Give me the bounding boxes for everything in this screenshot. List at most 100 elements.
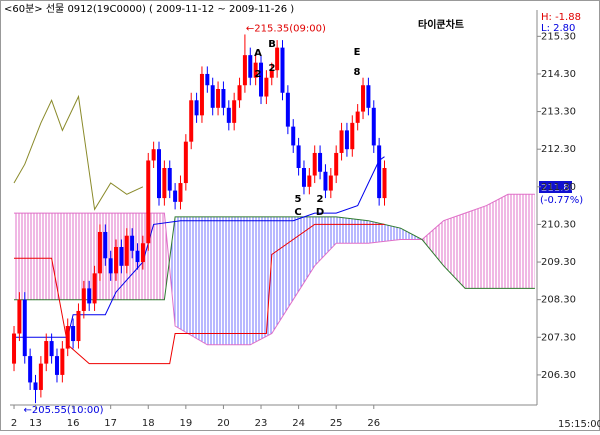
chart-title: <60분> 선물 0912(19C0000) ( 2009-11-12 ~ 20… — [4, 3, 294, 15]
span-b — [14, 216, 535, 301]
x-tick-label: 26 — [367, 418, 380, 429]
candle-body — [140, 243, 145, 263]
candle-body — [344, 130, 349, 150]
cloud — [486, 194, 509, 289]
candle-body — [291, 126, 296, 146]
candle-body — [350, 122, 355, 150]
candle-body — [275, 47, 280, 71]
y-tick-label: 210.30 — [541, 219, 576, 230]
candle-body — [173, 190, 178, 202]
y-tick-label: 214.30 — [541, 69, 576, 80]
cloud — [465, 205, 487, 289]
annotation: 2 — [269, 63, 276, 74]
max-label: ←215.35(09:00) — [246, 23, 326, 34]
candle-body — [269, 70, 274, 78]
cloud — [169, 216, 176, 326]
x-tick-label: 19 — [179, 418, 192, 429]
candle-body — [312, 152, 317, 176]
cloud — [443, 213, 466, 289]
candle-body — [33, 382, 38, 390]
time-label: 15:15:00 — [558, 419, 600, 430]
candle-body — [135, 250, 140, 263]
candle-body — [318, 152, 323, 172]
candle-body — [162, 168, 167, 199]
candle-body — [301, 168, 306, 187]
annotation: 2 — [317, 194, 324, 205]
candle-body — [49, 341, 54, 357]
y-tick-label: 208.30 — [541, 295, 576, 306]
candle-body — [178, 183, 183, 202]
y-tick-label: 212.30 — [541, 144, 576, 155]
x-tick-label: 24 — [292, 418, 305, 429]
y-tick-label: 209.30 — [541, 257, 576, 268]
annotation: 5 — [295, 194, 302, 205]
x-tick-label: 16 — [67, 418, 80, 429]
candle-body — [264, 77, 269, 97]
cloud — [271, 216, 294, 334]
candle-body — [189, 100, 194, 142]
annotation: A — [254, 48, 262, 59]
candle-body — [199, 73, 204, 116]
candle-body — [377, 145, 382, 199]
candle-body — [382, 168, 387, 199]
candle-body — [38, 363, 43, 390]
candle-body — [151, 149, 156, 161]
candle-body — [22, 299, 27, 357]
candle-body — [226, 107, 231, 123]
cloud — [336, 216, 369, 244]
min-label: ←205.55(10:00) — [24, 405, 104, 416]
x-tick-label: 17 — [104, 418, 117, 429]
last-price-box — [539, 181, 572, 193]
low-change: L: 2.80 — [541, 23, 575, 34]
high-change: H: -1.88 — [541, 12, 581, 23]
candle-body — [253, 62, 258, 78]
candle-body — [108, 258, 113, 274]
candle-body — [216, 89, 221, 108]
candle-body — [285, 92, 290, 127]
candle-body — [355, 111, 360, 123]
candle-body — [156, 149, 161, 199]
candle-body — [124, 235, 129, 266]
candle-body — [146, 160, 151, 244]
x-tick-label: 18 — [142, 418, 155, 429]
candle-body — [12, 333, 17, 364]
candle-body — [60, 348, 65, 375]
candle-body — [371, 107, 376, 146]
candle-body — [44, 341, 49, 364]
candle-body — [194, 100, 199, 116]
candle-body — [130, 235, 135, 251]
candle-body — [54, 356, 59, 375]
y-tick-label: 213.30 — [541, 107, 576, 118]
candle-body — [97, 231, 102, 274]
candle-body — [242, 55, 247, 86]
indicator-line — [14, 223, 385, 365]
cloud — [207, 216, 251, 345]
candle-body — [280, 47, 285, 93]
candle-body — [71, 326, 76, 342]
candle-body — [167, 168, 172, 191]
annotation: E — [354, 47, 361, 58]
annotation: 2 — [255, 69, 262, 80]
candle-body — [296, 145, 301, 168]
cloud — [164, 213, 170, 300]
y-tick-label: 206.30 — [541, 370, 576, 381]
candle-body — [210, 85, 215, 108]
cloud — [508, 194, 535, 289]
candle-body — [183, 141, 188, 184]
annotation: 8 — [354, 67, 361, 78]
candle-body — [328, 175, 333, 191]
candle-body — [248, 55, 253, 78]
candle-body — [81, 288, 86, 311]
candle-body — [76, 310, 81, 342]
candle-body — [232, 100, 237, 123]
cloud — [314, 216, 337, 266]
indicator-line — [13, 94, 144, 211]
x-tick-label: 20 — [217, 418, 230, 429]
y-tick-label: 207.30 — [541, 332, 576, 343]
x-tick-label: 13 — [29, 418, 42, 429]
cloud — [422, 220, 444, 266]
cloud — [250, 216, 272, 345]
candle-body — [221, 89, 226, 108]
brand: 타이쿤차트 — [418, 18, 464, 31]
